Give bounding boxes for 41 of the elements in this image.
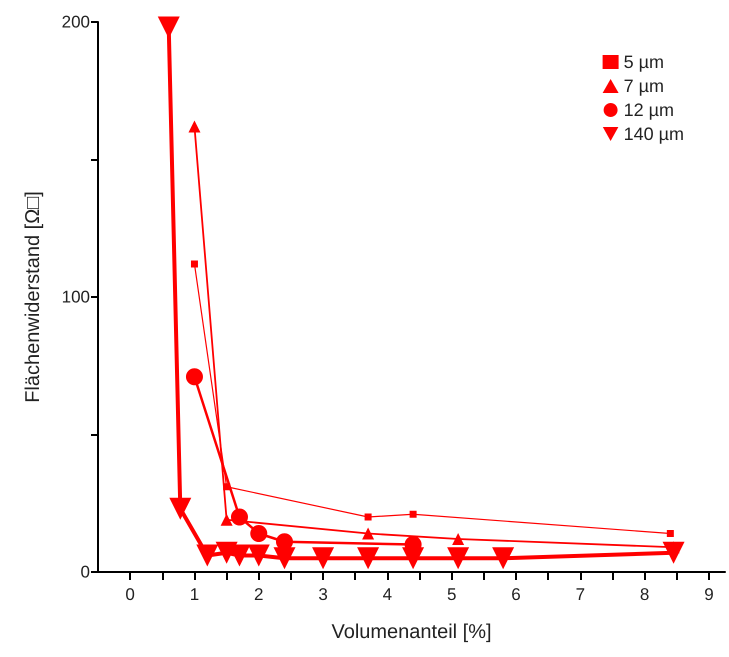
point [410,510,417,518]
point [662,542,685,564]
legend-label: 5 µm [624,52,664,72]
point [248,544,270,566]
point [362,528,374,540]
x-tick-label: 6 [511,585,521,604]
x-tick-label: 3 [318,585,328,604]
x-tick-label: 4 [382,585,392,604]
x-tick-label: 8 [640,585,650,604]
point [220,514,233,526]
legend-label: 12 µm [624,100,674,120]
x-tick-label: 9 [704,585,714,604]
point [273,547,296,570]
point [666,530,674,537]
point [230,508,248,526]
legend-label: 140 µm [624,124,684,144]
y-tick-label: 200 [62,12,90,32]
x-tick-label: 1 [190,585,200,604]
point [357,547,380,570]
point [492,547,514,570]
point [223,483,230,490]
x-tick-label: 5 [446,585,456,604]
point [169,498,192,520]
y-axis-title: Flächenwiderstand [Ω□] [22,191,44,403]
point [196,544,218,566]
point [452,533,464,545]
point [447,547,470,570]
y-tick-label: 0 [80,562,90,582]
point [186,368,203,386]
point [312,547,334,570]
point [188,120,200,132]
point [402,547,424,570]
point [250,525,268,542]
x-tick-label: 7 [576,585,586,604]
point [364,514,372,520]
x-tick-label: 2 [254,585,264,604]
y-tick-label: 100 [62,288,90,306]
x-axis-title: Volumenanteil [%] [331,621,492,643]
x-tick-label: 0 [125,585,135,604]
legend-label: 7 µm [624,76,664,96]
point [190,260,198,268]
